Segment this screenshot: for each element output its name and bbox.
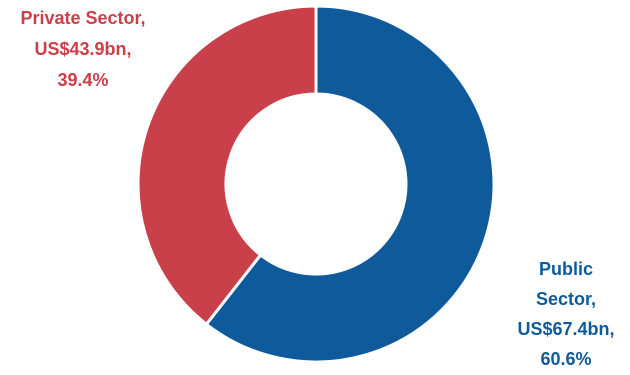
slice-private-sector xyxy=(136,4,318,326)
donut-slices xyxy=(136,4,496,364)
slice-label-line: US$67.4bn, xyxy=(517,319,614,339)
slice-label-line: Private Sector, xyxy=(20,8,145,28)
slice-public-sector xyxy=(204,4,496,364)
slice-label-public-sector: Public Sector, US$67.4bn, 60.6% xyxy=(517,259,614,369)
slice-label-line: 39.4% xyxy=(57,70,108,90)
slice-label-line: Sector, xyxy=(536,289,596,309)
slice-labels: Public Sector, US$67.4bn, 60.6% Private Sect… xyxy=(20,8,614,369)
slice-label-line: US$43.9bn, xyxy=(34,39,131,59)
slice-label-line: Public xyxy=(539,259,593,279)
slice-label-line: 60.6% xyxy=(540,349,591,369)
slice-label-private-sector: Private Sector, US$43.9bn, 39.4% xyxy=(20,8,145,90)
